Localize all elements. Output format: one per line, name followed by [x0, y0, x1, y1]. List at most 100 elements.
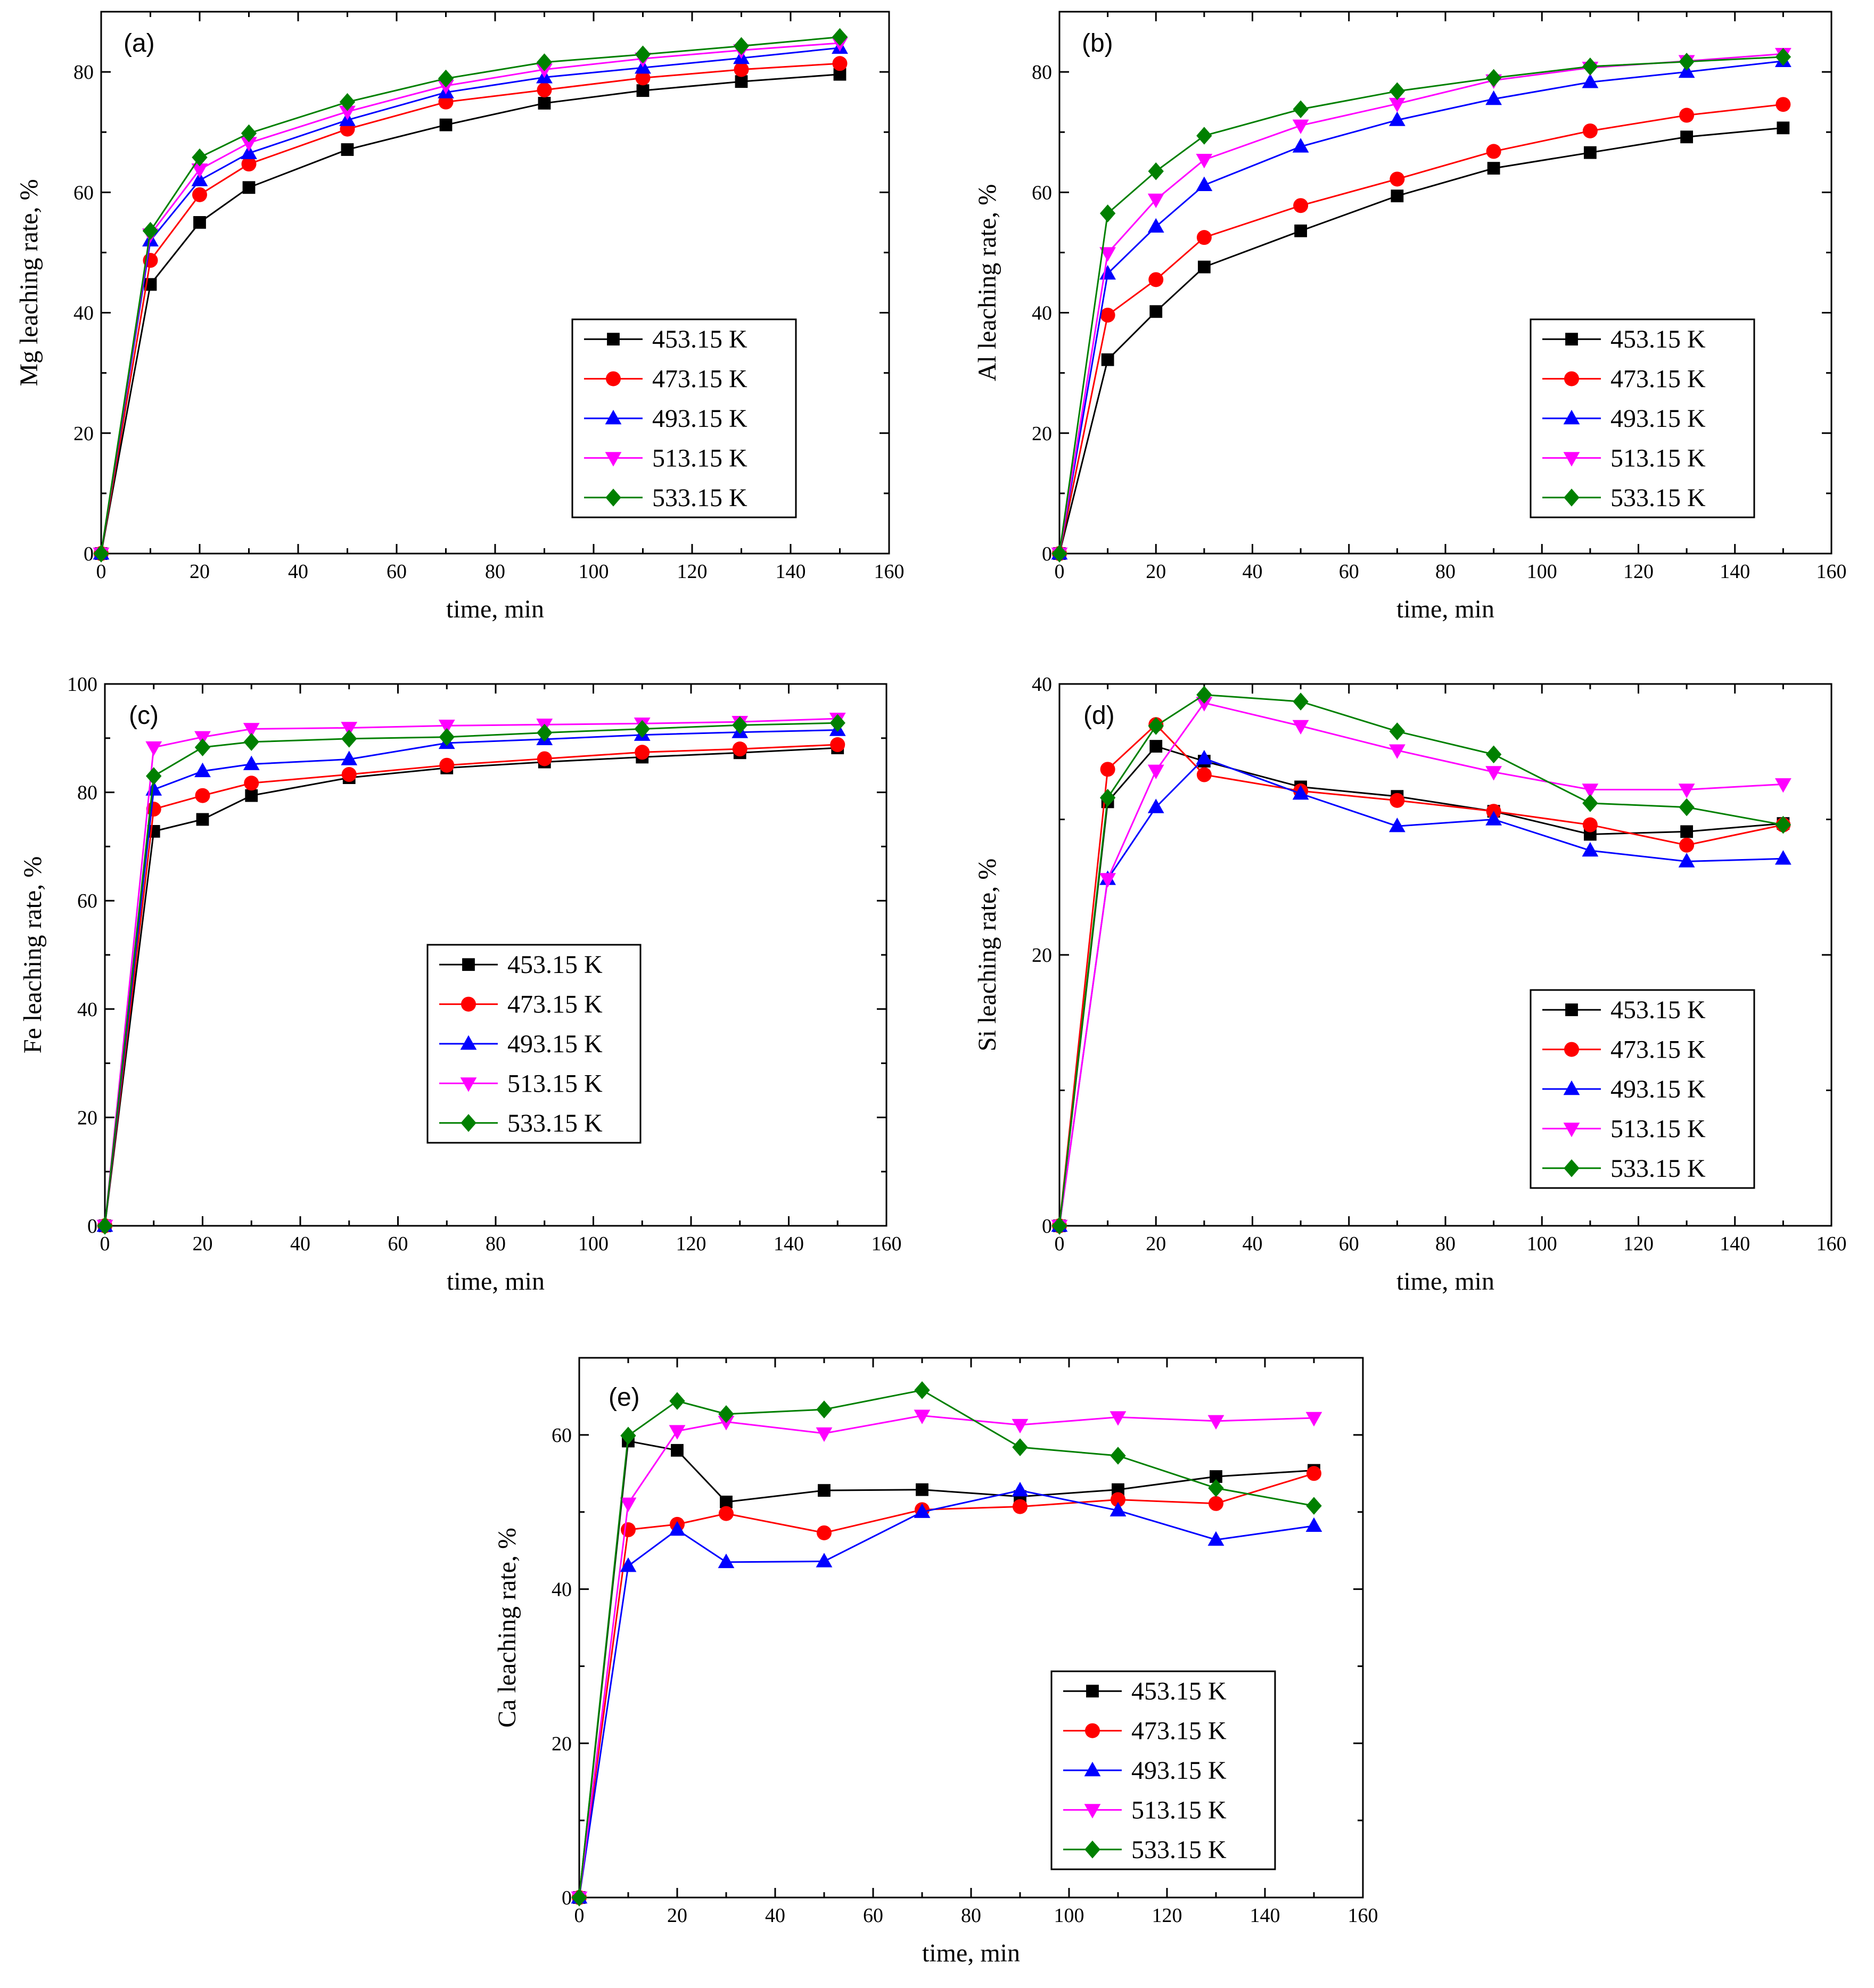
- data-point: [244, 776, 259, 791]
- data-point: [1678, 783, 1695, 798]
- data-point: [1111, 1492, 1125, 1507]
- legend-item: 473.15 K: [1542, 1036, 1706, 1064]
- y-tick-label: 0: [562, 1887, 572, 1909]
- x-tick-label: 160: [874, 560, 905, 583]
- x-tick-label: 80: [1435, 1233, 1456, 1255]
- data-point: [1100, 762, 1115, 777]
- legend-label: 453.15 K: [1610, 325, 1706, 353]
- data-point: [818, 1484, 831, 1497]
- data-point: [438, 720, 455, 735]
- legend-item: 473.15 K: [1063, 1717, 1227, 1745]
- y-tick-label: 20: [552, 1733, 572, 1755]
- data-point: [669, 1392, 685, 1410]
- data-point: [146, 767, 162, 785]
- data-point: [1292, 119, 1309, 134]
- series-line: [1058, 103, 1783, 554]
- series-53315: [571, 1381, 1322, 1907]
- legend-marker: [1086, 1685, 1099, 1698]
- data-point: [1391, 189, 1404, 203]
- data-point: [636, 84, 650, 97]
- series-line: [100, 62, 840, 554]
- x-tick-label: 160: [872, 1233, 902, 1255]
- data-point: [191, 163, 208, 178]
- data-point: [1292, 785, 1309, 800]
- data-point: [145, 741, 162, 756]
- data-point: [194, 762, 211, 778]
- data-point: [1776, 97, 1791, 112]
- legend-item: 493.15 K: [1542, 405, 1706, 433]
- series-line: [104, 729, 838, 1226]
- x-tick-label: 120: [1623, 560, 1654, 583]
- data-point: [1388, 111, 1406, 126]
- legend-label: 473.15 K: [507, 991, 603, 1019]
- data-point: [193, 216, 206, 229]
- data-point: [1196, 230, 1212, 245]
- data-point: [1582, 794, 1598, 812]
- data-point: [620, 1426, 636, 1445]
- x-tick-label: 40: [1243, 560, 1263, 583]
- data-point: [1293, 692, 1309, 711]
- data-point: [1582, 123, 1598, 138]
- data-point: [620, 1497, 637, 1512]
- series-53315: [1051, 686, 1791, 1235]
- legend-item: 473.15 K: [439, 991, 603, 1019]
- data-point: [1012, 1438, 1028, 1456]
- data-point: [1777, 121, 1790, 135]
- y-tick-label: 20: [1032, 944, 1052, 967]
- y-tick-label: 40: [552, 1579, 572, 1601]
- y-tick-label: 40: [1032, 302, 1052, 325]
- legend-marker: [606, 371, 621, 386]
- data-point: [635, 45, 651, 64]
- x-tick-label: 20: [667, 1904, 687, 1927]
- legend-label: 473.15 K: [1131, 1717, 1227, 1745]
- data-point: [733, 37, 750, 55]
- panel-label: (c): [129, 702, 159, 730]
- data-point: [634, 720, 650, 738]
- data-point: [1196, 686, 1212, 704]
- legend-label: 513.15 K: [652, 444, 747, 472]
- data-point: [194, 738, 211, 756]
- legend-label: 453.15 K: [507, 951, 603, 979]
- legend-marker: [1563, 1123, 1580, 1137]
- y-tick-label: 20: [77, 1107, 97, 1129]
- series-line: [104, 744, 838, 1226]
- x-tick-label: 160: [1817, 1233, 1847, 1255]
- data-point: [816, 1400, 832, 1418]
- y-tick-label: 40: [73, 302, 94, 325]
- x-tick-label: 60: [388, 1233, 408, 1255]
- legend-marker: [1564, 371, 1579, 386]
- x-tick-label: 0: [96, 560, 106, 583]
- data-point: [621, 1522, 636, 1538]
- x-tick-label: 40: [288, 560, 308, 583]
- x-tick-label: 80: [1435, 560, 1456, 583]
- y-tick-label: 0: [87, 1215, 97, 1238]
- data-point: [1148, 162, 1164, 180]
- data-point: [1389, 722, 1406, 740]
- series-53315: [97, 714, 845, 1235]
- series-line: [100, 73, 840, 554]
- x-tick-label: 140: [1250, 1904, 1280, 1927]
- x-tick-label: 140: [774, 1233, 804, 1255]
- series-45315: [95, 68, 846, 560]
- data-point: [1487, 162, 1500, 175]
- data-point: [914, 1503, 931, 1518]
- x-tick-label: 100: [579, 560, 609, 583]
- data-point: [97, 1217, 113, 1235]
- data-point: [438, 69, 454, 88]
- data-point: [1582, 783, 1599, 798]
- chart-panel-c: 0 20 40 60 80 100 120 140 160 0 20 40 60 80 100 time, m…: [19, 673, 902, 1296]
- legend: 453.15 K 473.15 K 493.15 K 513.15 K 533.15 K: [571, 318, 797, 518]
- data-point: [1293, 100, 1309, 119]
- data-point: [1389, 82, 1406, 101]
- data-point: [718, 1553, 735, 1569]
- data-point: [1582, 817, 1598, 832]
- legend-label: 513.15 K: [1610, 1115, 1706, 1143]
- x-tick-label: 100: [1527, 1233, 1557, 1255]
- data-point: [732, 716, 748, 735]
- data-point: [1305, 1517, 1322, 1532]
- data-point: [571, 1888, 587, 1907]
- y-tick-label: 80: [73, 61, 94, 84]
- x-axis-title: time, min: [447, 1267, 545, 1296]
- y-axis-title: Fe leaching rate, %: [19, 856, 47, 1054]
- legend-label: 453.15 K: [1610, 996, 1706, 1024]
